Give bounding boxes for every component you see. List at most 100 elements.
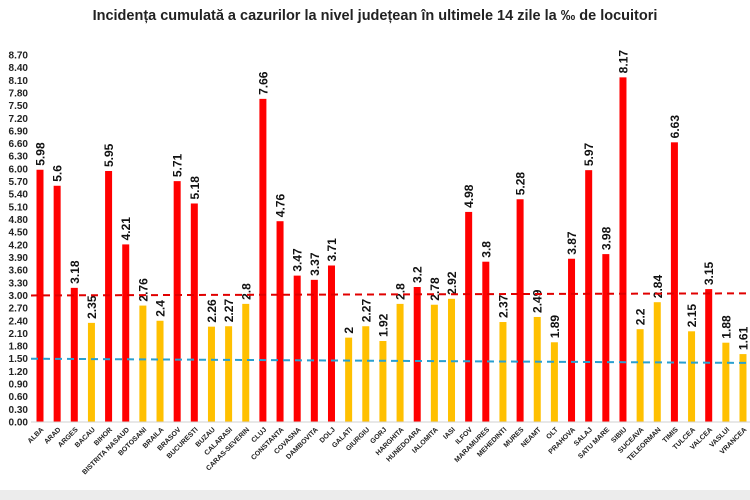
value-label: 7.66	[256, 71, 270, 95]
value-label: 5.97	[582, 142, 596, 166]
value-label: 2.15	[685, 304, 699, 328]
x-tick-label: OLT	[545, 426, 560, 441]
value-label: 6.63	[668, 115, 682, 139]
y-tick-label: 0.00	[9, 418, 29, 429]
footer-strip	[0, 490, 750, 500]
y-tick-label: 1.80	[9, 342, 29, 353]
bar	[670, 142, 678, 423]
bar	[362, 326, 370, 422]
bar	[516, 199, 524, 422]
bar	[225, 326, 233, 422]
value-label: 2.26	[205, 299, 219, 323]
y-tick-label: 8.10	[9, 76, 29, 87]
value-label: 2.76	[136, 278, 150, 302]
value-label: 2.92	[445, 271, 459, 295]
y-tick-label: 8.70	[9, 51, 29, 62]
value-label: 2.2	[634, 308, 648, 325]
value-label: 2.4	[154, 300, 168, 317]
chart-title: Incidența cumulată a cazurilor la nivel …	[92, 8, 658, 24]
y-tick-label: 8.40	[9, 63, 29, 74]
bar	[550, 342, 558, 422]
value-label: 4.76	[274, 194, 288, 218]
y-tick-label: 6.60	[9, 139, 29, 150]
value-label: 1.61	[737, 326, 750, 350]
value-label: 5.98	[34, 142, 48, 166]
value-label: 2.27	[222, 299, 236, 323]
bar	[207, 326, 215, 422]
y-tick-label: 6.30	[9, 152, 29, 163]
y-tick-label: 4.80	[9, 215, 29, 226]
bar	[568, 258, 576, 422]
value-label: 2.37	[496, 294, 510, 318]
bar	[619, 77, 627, 422]
value-label: 4.21	[119, 217, 133, 241]
y-tick-label: 5.40	[9, 190, 29, 201]
y-tick-label: 4.20	[9, 240, 29, 251]
bar	[259, 98, 267, 422]
bar	[36, 169, 44, 422]
x-tick-label: DAMBOVITA	[285, 426, 320, 461]
bar	[688, 331, 696, 422]
bar	[602, 254, 610, 422]
value-label: 2.8	[239, 283, 253, 300]
bar	[53, 185, 61, 422]
bar	[533, 316, 541, 422]
bar	[122, 244, 130, 422]
value-label: 3.71	[325, 238, 339, 262]
x-tick-label: SATU MARE	[577, 426, 611, 460]
value-label: 8.17	[616, 50, 630, 74]
x-tick-label: NEAMT	[520, 426, 543, 449]
y-tick-label: 5.10	[9, 202, 29, 213]
y-tick-label: 2.10	[9, 329, 29, 340]
value-label: 2.84	[651, 275, 665, 299]
value-label: 1.92	[376, 313, 390, 337]
bar	[139, 305, 147, 422]
y-tick-label: 6.00	[9, 164, 29, 175]
value-label: 4.98	[462, 184, 476, 208]
y-tick-label: 5.70	[9, 177, 29, 188]
y-tick-label: 7.80	[9, 88, 29, 99]
y-tick-label: 0.90	[9, 380, 29, 391]
value-label: 3.2	[411, 266, 425, 283]
value-label: 5.28	[514, 172, 528, 196]
y-tick-label: 1.20	[9, 367, 29, 378]
value-label: 2.78	[428, 277, 442, 301]
bar	[327, 265, 335, 422]
value-label: 5.95	[102, 143, 116, 167]
value-label: 2.35	[85, 295, 99, 319]
bar	[499, 322, 507, 422]
value-label: 3.87	[565, 231, 579, 255]
value-label: 3.15	[702, 261, 716, 285]
value-label: 3.18	[68, 260, 82, 284]
y-tick-label: 2.70	[9, 304, 29, 315]
bar	[722, 342, 730, 422]
bar	[345, 337, 353, 422]
value-label: 3.47	[291, 248, 305, 272]
value-label: 3.8	[479, 241, 493, 258]
y-tick-label: 3.60	[9, 266, 29, 277]
bar	[585, 170, 593, 422]
bar	[293, 275, 301, 422]
y-tick-label: 6.90	[9, 126, 29, 137]
value-label: 2.27	[359, 299, 373, 323]
bar	[105, 171, 113, 422]
bar	[739, 354, 747, 422]
y-tick-label: 7.20	[9, 114, 29, 125]
value-label: 3.37	[308, 252, 322, 276]
bar	[242, 303, 250, 422]
bar	[87, 322, 95, 422]
value-label: 1.88	[719, 315, 733, 339]
bar	[465, 211, 473, 422]
bar	[70, 287, 78, 422]
bar	[173, 181, 181, 422]
y-tick-label: 0.30	[9, 405, 29, 416]
y-tick-label: 3.90	[9, 253, 29, 264]
value-label: 5.18	[188, 176, 202, 200]
bar	[190, 203, 198, 422]
bar	[413, 287, 421, 422]
value-label: 5.71	[171, 153, 185, 177]
value-label: 2.49	[531, 289, 545, 313]
bar	[276, 221, 284, 422]
y-tick-label: 3.00	[9, 291, 29, 302]
